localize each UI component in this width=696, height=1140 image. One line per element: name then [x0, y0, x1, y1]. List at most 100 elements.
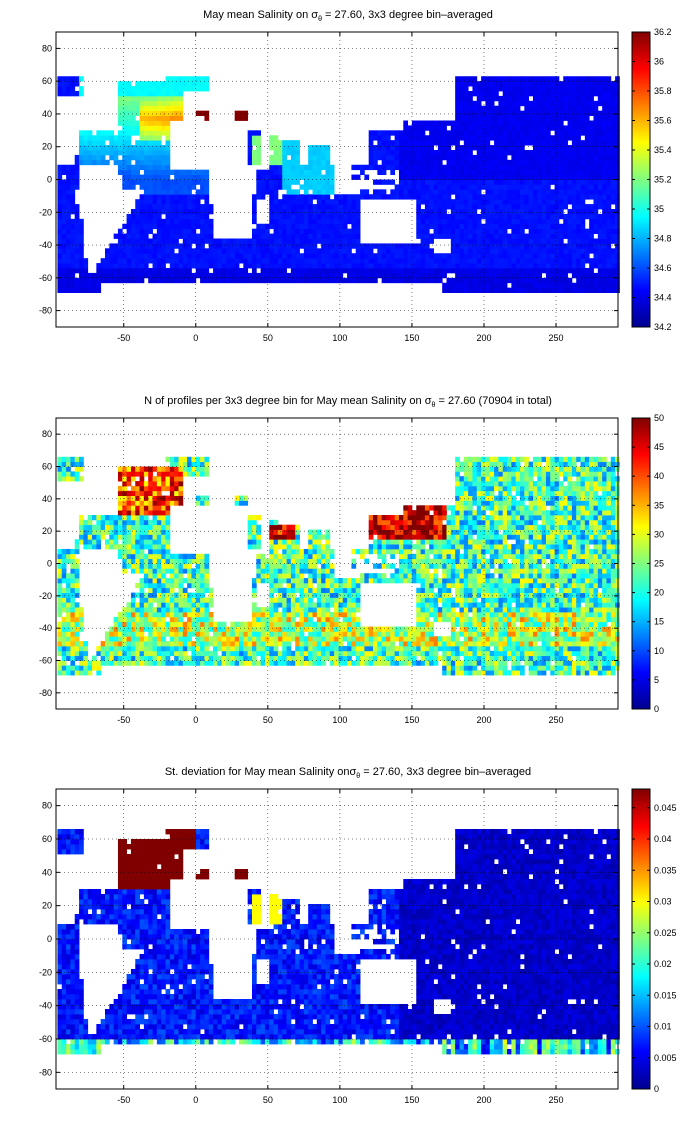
- heatmap-cell: [256, 258, 262, 264]
- heatmap-cell: [446, 253, 452, 259]
- heatmap-cell: [139, 626, 145, 632]
- heatmap-cell: [602, 120, 607, 126]
- heatmap-cell: [126, 558, 132, 564]
- heatmap-cell: [234, 650, 240, 657]
- heatmap-cell: [66, 287, 71, 293]
- heatmap-cell: [204, 223, 210, 230]
- heatmap-cell: [152, 145, 158, 151]
- heatmap-cell: [498, 272, 504, 279]
- heatmap-cell: [70, 174, 76, 180]
- heatmap-cell: [126, 534, 132, 540]
- heatmap-cell: [156, 573, 162, 579]
- heatmap-cell: [567, 105, 573, 112]
- heatmap-cell: [148, 110, 153, 116]
- heatmap-cell: [187, 263, 192, 269]
- heatmap-cell: [364, 243, 370, 249]
- heatmap-cell: [589, 135, 594, 141]
- heatmap-cell: [420, 164, 426, 171]
- heatmap-cell: [511, 282, 517, 289]
- heatmap-cell: [351, 263, 357, 269]
- heatmap-cell: [502, 95, 508, 102]
- heatmap-cell: [463, 76, 469, 82]
- heatmap-cell: [545, 268, 551, 274]
- heatmap-cell: [515, 228, 521, 234]
- heatmap-cell: [174, 568, 179, 574]
- heatmap-cell: [165, 568, 171, 574]
- heatmap-cell: [520, 145, 525, 151]
- heatmap-cell: [377, 272, 383, 279]
- heatmap-cell: [507, 287, 512, 293]
- heatmap-cell: [204, 655, 210, 661]
- heatmap-cell: [584, 150, 590, 156]
- heatmap-cell: [394, 135, 400, 141]
- heatmap-cell: [239, 253, 244, 259]
- heatmap-cell: [74, 616, 80, 623]
- heatmap-cell: [433, 174, 439, 180]
- heatmap-cell: [135, 164, 140, 171]
- heatmap-cell: [169, 228, 175, 234]
- heatmap-cell: [200, 268, 205, 274]
- heatmap-cell: [385, 258, 391, 264]
- heatmap-cell: [308, 209, 313, 215]
- heatmap-cell: [589, 125, 594, 131]
- heatmap-cell: [126, 650, 132, 657]
- heatmap-cell: [537, 145, 543, 151]
- heatmap-cell: [507, 105, 512, 112]
- heatmap-cell: [286, 199, 292, 205]
- heatmap-cell: [286, 145, 292, 151]
- heatmap-cell: [338, 243, 344, 249]
- heatmap-cell: [156, 204, 162, 210]
- heatmap-cell: [550, 86, 555, 92]
- heatmap-cell: [143, 140, 149, 146]
- heatmap-cell: [424, 268, 430, 274]
- heatmap-cell: [191, 660, 197, 666]
- heatmap-cell: [597, 184, 603, 190]
- heatmap-cell: [615, 233, 620, 239]
- heatmap-cell: [593, 253, 599, 259]
- heatmap-cell: [234, 248, 240, 254]
- heatmap-cell: [520, 243, 525, 249]
- heatmap-cell: [550, 258, 555, 264]
- heatmap-cell: [507, 238, 512, 244]
- heatmap-cell: [57, 645, 63, 652]
- heatmap-cell: [520, 154, 525, 161]
- heatmap-cell: [429, 272, 434, 279]
- heatmap-cell: [450, 248, 456, 254]
- heatmap-cell: [264, 233, 270, 239]
- heatmap-cell: [481, 86, 486, 92]
- heatmap-cell: [580, 105, 586, 112]
- heatmap-cell: [567, 95, 573, 102]
- heatmap-cell: [247, 515, 253, 521]
- heatmap-cell: [174, 582, 179, 589]
- heatmap-cell: [576, 169, 581, 175]
- heatmap-cell: [602, 184, 607, 190]
- heatmap-cell: [117, 650, 123, 657]
- heatmap-cell: [303, 218, 309, 225]
- heatmap-cell: [476, 233, 482, 239]
- heatmap-cell: [545, 125, 551, 131]
- heatmap-cell: [520, 91, 525, 97]
- heatmap-cell: [455, 184, 460, 190]
- heatmap-cell: [195, 76, 201, 82]
- heatmap-cell: [541, 199, 547, 205]
- heatmap-cell: [130, 510, 136, 516]
- heatmap-cell: [424, 194, 430, 200]
- heatmap-cell: [403, 179, 409, 185]
- heatmap-cell: [424, 218, 430, 225]
- heatmap-cell: [61, 563, 67, 569]
- heatmap-cell: [66, 268, 71, 274]
- heatmap-cell: [191, 582, 197, 589]
- heatmap-cell: [156, 243, 162, 249]
- heatmap-cell: [368, 140, 374, 146]
- heatmap-cell: [550, 228, 555, 234]
- heatmap-cell: [446, 282, 452, 289]
- heatmap-cell: [455, 282, 460, 289]
- heatmap-cell: [571, 233, 577, 239]
- heatmap-cell: [61, 568, 67, 574]
- heatmap-cell: [584, 125, 590, 131]
- heatmap-cell: [79, 607, 84, 613]
- heatmap-cell: [239, 110, 244, 116]
- heatmap-cell: [511, 120, 517, 126]
- heatmap-cell: [139, 150, 145, 156]
- heatmap-cell: [156, 641, 162, 647]
